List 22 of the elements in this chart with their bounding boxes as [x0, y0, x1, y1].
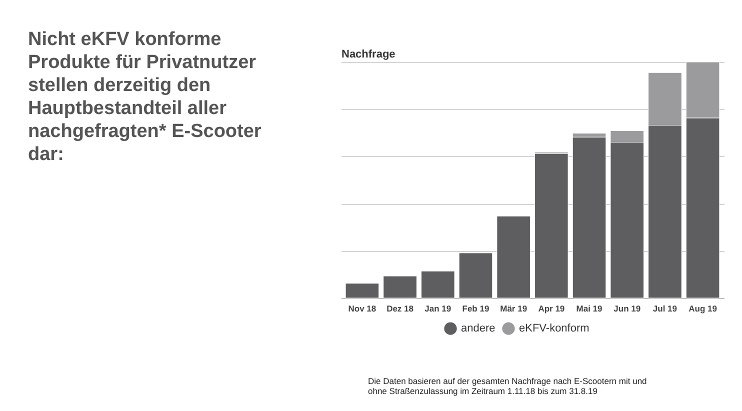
- x-tick-label: Feb 19: [462, 304, 490, 314]
- legend-label: andere: [461, 322, 496, 335]
- x-tick-label: Jan 19: [424, 304, 452, 314]
- text: Die Daten basieren auf der gesamten Nachfrage nach E-Scootern mit und ohne Straßenzulassung im Zeitraum 1.11.18 bis zum 31.8.19: [368, 376, 648, 396]
- bar: [420, 270, 455, 298]
- y-axis-title: Nachfrage: [342, 48, 396, 60]
- x-tick-label: Jun 19: [614, 304, 641, 314]
- x-tick-label: Mär 19: [500, 304, 528, 314]
- bar: [383, 276, 417, 298]
- legend-label: eKFV-konform: [519, 322, 590, 335]
- bar: [572, 136, 606, 298]
- x-tick-label: Dez 18: [386, 304, 414, 314]
- x-tick-label: Apr 19: [538, 304, 565, 314]
- text: Nicht eKFV konforme Produkte für Privatnutzer stellen derzeitig den Hauptbestandteil aller nachgefragten* E-Scooter dar:: [28, 29, 262, 165]
- bar: [345, 283, 380, 298]
- bar: [458, 252, 493, 298]
- x-tick-label: Aug 19: [688, 304, 718, 314]
- bar: [496, 216, 530, 298]
- x-tick-label: Jul 19: [652, 304, 678, 314]
- x-tick-label: Mai 19: [576, 304, 603, 314]
- x-tick-label: Nov 18: [348, 304, 376, 314]
- bar: [534, 153, 568, 298]
